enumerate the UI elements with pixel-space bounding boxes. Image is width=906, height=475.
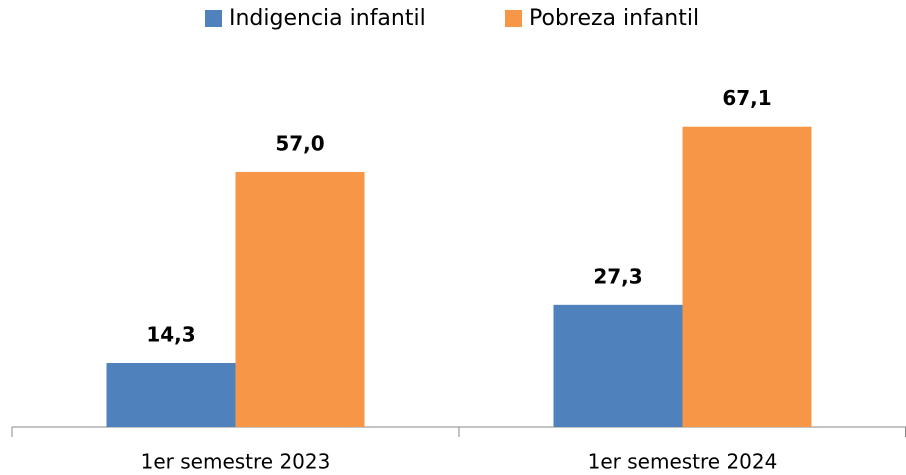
bar [235, 171, 365, 427]
bar [682, 126, 812, 427]
data-label: 67,1 [722, 86, 771, 110]
x-tick-label: 1er semestre 2023 [141, 450, 331, 474]
data-label: 14,3 [146, 323, 195, 347]
legend-label: Indigencia infantil [229, 6, 426, 31]
legend-swatch [505, 10, 522, 27]
data-label: 27,3 [593, 264, 642, 288]
legend-label: Pobreza infantil [529, 6, 699, 31]
data-label: 57,0 [275, 131, 324, 155]
x-tick-label: 1er semestre 2024 [588, 450, 778, 474]
bar [106, 363, 236, 427]
legend-swatch [205, 10, 222, 27]
bar [553, 304, 683, 427]
